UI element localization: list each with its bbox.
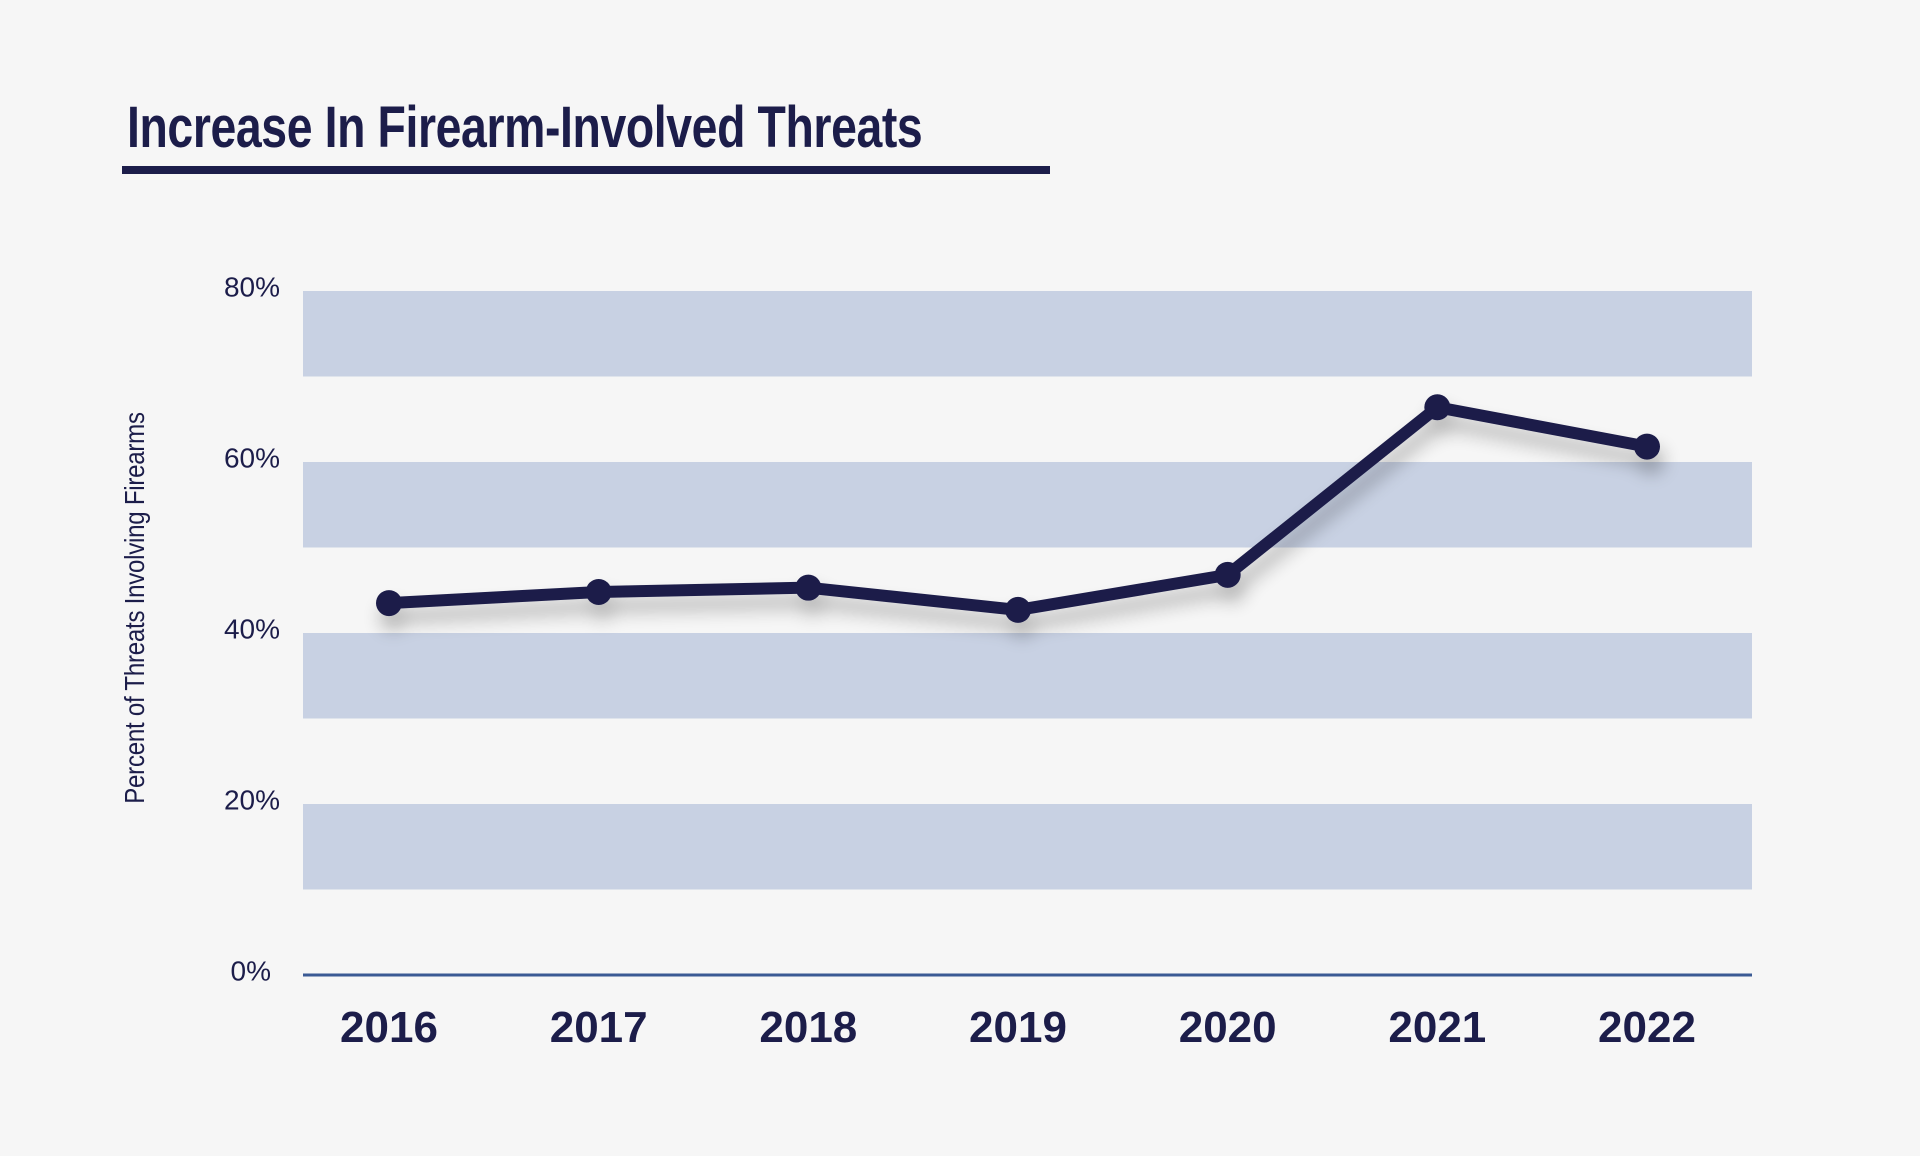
data-point (376, 590, 402, 617)
data-point (795, 574, 822, 601)
grid-band (303, 291, 1752, 377)
grid-band (303, 804, 1752, 890)
x-tick-label: 2016 (340, 1003, 438, 1052)
data-point (1634, 433, 1660, 460)
y-tick-label: 40% (224, 613, 280, 644)
y-tick-labels: 0% 20% 40% 60% 80% (224, 271, 280, 986)
x-tick-label: 2017 (550, 1003, 648, 1052)
x-tick-label: 2019 (969, 1003, 1067, 1052)
x-tick-labels: 2016 2017 2018 2019 2020 2021 2022 (340, 1003, 1696, 1052)
y-tick-label: 60% (224, 442, 280, 473)
y-tick-label: 80% (224, 271, 280, 302)
y-tick-label: 0% (231, 955, 271, 986)
chart-title-block: Increase In Firearm-Involved Threats (122, 95, 1050, 174)
x-tick-label: 2021 (1388, 1003, 1486, 1052)
data-point (585, 578, 612, 605)
chart-title: Increase In Firearm-Involved Threats (127, 95, 923, 160)
data-point (1424, 394, 1451, 421)
data-series (376, 394, 1660, 623)
x-tick-label: 2020 (1179, 1003, 1277, 1052)
grid-bands (303, 291, 1752, 890)
grid-band (303, 633, 1752, 719)
title-underline (122, 166, 1050, 174)
y-tick-label: 20% (224, 784, 280, 815)
x-tick-label: 2018 (759, 1003, 857, 1052)
grid-band (303, 462, 1752, 548)
data-point (1214, 561, 1241, 588)
x-tick-label: 2022 (1598, 1003, 1696, 1052)
data-point (1005, 596, 1031, 623)
